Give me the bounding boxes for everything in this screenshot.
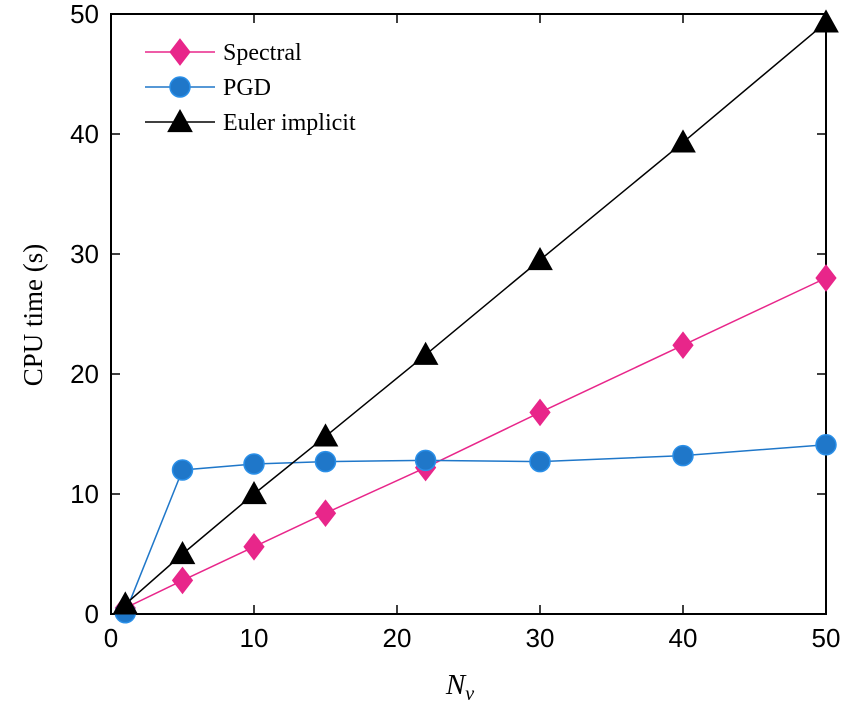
x-tick-label-2: 20 xyxy=(383,623,412,653)
x-axis-label-subscript: ν xyxy=(465,683,474,704)
y-tick-label-1: 10 xyxy=(70,479,99,509)
series-layer xyxy=(112,9,839,624)
legend-marker-spectral xyxy=(169,38,191,66)
series-euler-implicit xyxy=(112,9,839,615)
y-tick-label-4: 40 xyxy=(70,119,99,149)
legend-entry-euler-implicit: Euler implicit xyxy=(145,108,356,136)
point-euler-implicit-7 xyxy=(813,9,839,33)
point-euler-implicit-2 xyxy=(241,480,267,505)
x-tick-label-0: 0 xyxy=(104,623,118,653)
point-euler-implicit-6 xyxy=(670,129,696,153)
point-spectral-5 xyxy=(529,398,551,427)
point-spectral-1 xyxy=(171,566,194,595)
series-line-pgd xyxy=(124,444,827,614)
legend-label-pgd: PGD xyxy=(223,75,271,101)
x-tick-label-5: 50 xyxy=(812,623,841,653)
point-pgd-1 xyxy=(171,459,194,481)
point-spectral-7 xyxy=(815,264,837,292)
series-line-spectral xyxy=(124,277,827,609)
plot-frame xyxy=(110,13,827,615)
legend-entry-pgd: PGD xyxy=(145,75,271,101)
axis-titles: CPU time (s) Nν xyxy=(18,244,474,704)
x-tick-label-1: 10 xyxy=(240,623,269,653)
legend: Spectral PGD Euler implicit xyxy=(145,38,356,136)
y-tick-label-5: 50 xyxy=(70,0,99,29)
point-pgd-2 xyxy=(243,453,265,475)
x-tick-label-4: 40 xyxy=(669,623,698,653)
point-pgd-5 xyxy=(529,450,551,473)
series-pgd xyxy=(114,434,837,624)
point-euler-implicit-1 xyxy=(169,540,196,565)
axis-tick-labels: 0 10 20 30 40 50 0 10 20 30 40 50 xyxy=(70,0,840,653)
x-axis-label: Nν xyxy=(445,669,474,704)
legend-marker-pgd xyxy=(169,76,191,98)
plot-border xyxy=(110,13,827,615)
y-tick-label-2: 20 xyxy=(70,359,99,389)
point-pgd-4 xyxy=(414,449,437,472)
point-spectral-3 xyxy=(314,499,337,528)
x-tick-label-3: 30 xyxy=(526,623,555,653)
y-tick-label-0: 0 xyxy=(85,599,99,629)
point-pgd-6 xyxy=(672,444,694,467)
point-spectral-2 xyxy=(243,532,265,561)
point-pgd-3 xyxy=(314,450,337,473)
point-euler-implicit-0 xyxy=(112,591,139,615)
series-spectral xyxy=(114,264,837,622)
legend-marker-euler-implicit xyxy=(167,108,193,133)
y-tick-label-3: 30 xyxy=(70,239,99,269)
point-euler-implicit-3 xyxy=(312,423,339,447)
series-line-euler-implicit xyxy=(124,21,827,605)
legend-label-spectral: Spectral xyxy=(223,40,302,66)
point-pgd-7 xyxy=(815,434,837,456)
point-euler-implicit-5 xyxy=(527,246,553,271)
legend-label-euler-implicit: Euler implicit xyxy=(223,110,356,136)
legend-entry-spectral: Spectral xyxy=(145,38,302,66)
y-axis-label: CPU time (s) xyxy=(18,244,48,387)
x-axis-label-main: N xyxy=(445,669,467,701)
point-spectral-6 xyxy=(672,331,694,360)
point-euler-implicit-4 xyxy=(412,341,439,365)
